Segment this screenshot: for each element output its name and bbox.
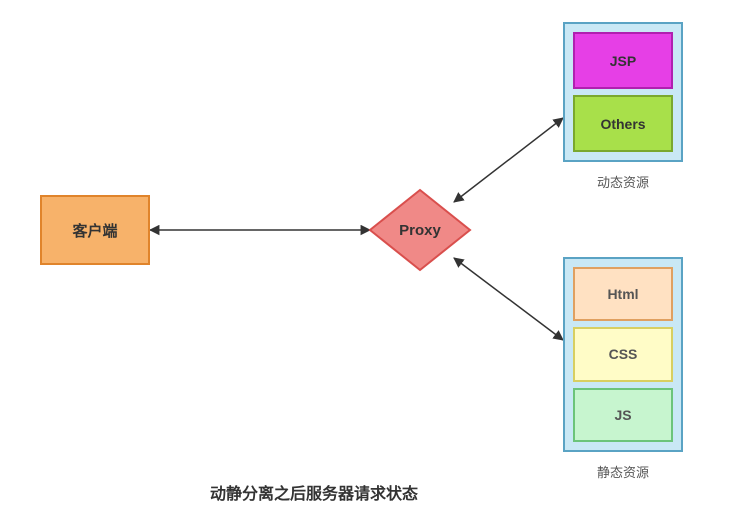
static-item-css: CSS (573, 327, 673, 381)
proxy-node: Proxy (370, 190, 470, 270)
proxy-label: Proxy (399, 222, 441, 239)
dynamic-resources-container: JSP Others (563, 22, 683, 162)
client-label: 客户端 (72, 220, 117, 241)
dynamic-item-others: Others (573, 95, 673, 152)
client-node: 客户端 (40, 195, 150, 265)
static-resources-container: Html CSS JS (563, 257, 683, 452)
dynamic-item-jsp: JSP (573, 32, 673, 89)
static-item-js: JS (573, 388, 673, 442)
edge-proxy-static (454, 258, 563, 340)
dynamic-resources-label: 动态资源 (563, 172, 683, 191)
static-resources-label: 静态资源 (563, 462, 683, 481)
diagram-caption: 动静分离之后服务器请求状态 (210, 480, 418, 504)
static-item-html: Html (573, 267, 673, 321)
edge-proxy-dynamic (454, 118, 563, 202)
